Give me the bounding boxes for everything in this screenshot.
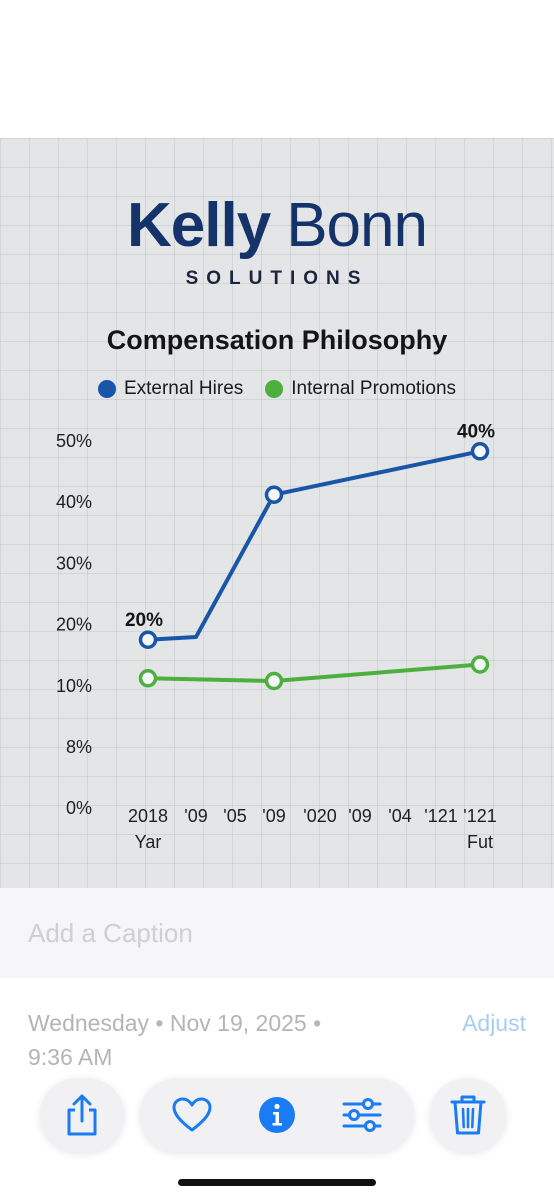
home-indicator [178, 1179, 376, 1186]
adjust-button[interactable]: Adjust [462, 1010, 526, 1036]
data-point [138, 669, 158, 688]
y-tick-label: 0% [66, 798, 92, 818]
y-tick-label: 8% [66, 737, 92, 757]
data-point [264, 671, 284, 691]
legend-dot-external [97, 380, 116, 398]
data-point [470, 442, 490, 461]
info-icon [258, 1097, 295, 1133]
brand-name-second: Bonn [286, 191, 428, 260]
x-tick-sublabel: Fut [467, 832, 493, 852]
photo-image: Kelly Bonn SOLUTIONS Compensation Philoso… [0, 138, 554, 888]
x-tick-label: '020 [303, 806, 336, 826]
share-button[interactable] [40, 1078, 124, 1152]
series-line-0 [146, 449, 482, 642]
data-label: 40% [457, 421, 495, 442]
legend-label-internal: Internal Promotions [291, 378, 457, 399]
y-tick-label: 30% [56, 553, 92, 573]
line-chart: 50% 40% 30% 20% 10% 8% 0% 2018 Yar '09 '05 '09 '020 '… [56, 421, 497, 852]
y-tick-label: 50% [56, 431, 92, 451]
brand-name-first: Kelly [126, 191, 271, 260]
x-tick-label: '121 [424, 806, 457, 826]
info-button[interactable] [251, 1089, 303, 1141]
x-tick-label: '121 [463, 806, 496, 826]
x-tick-label: '09 [262, 806, 285, 826]
caption-input[interactable] [28, 918, 508, 949]
sliders-icon [342, 1098, 382, 1132]
x-tick-label: '09 [184, 806, 207, 826]
y-tick-label: 40% [56, 492, 92, 512]
delete-button[interactable] [430, 1078, 506, 1152]
legend-item-internal: Internal Promotions [265, 378, 456, 400]
x-tick-label: 2018 [128, 806, 168, 826]
data-label: 20% [125, 610, 163, 631]
data-point [264, 485, 284, 504]
chart-title: Compensation Philosophy [106, 325, 448, 355]
trash-icon [450, 1095, 486, 1135]
brand-logo: Kelly Bonn [0, 190, 554, 261]
caption-area [0, 888, 554, 978]
brand-subtitle: SOLUTIONS [185, 268, 369, 289]
y-tick-label: 20% [56, 615, 92, 635]
photo-actions-toolbar [140, 1078, 414, 1152]
chart-legend: External Hires Internal Promotions [0, 378, 554, 400]
share-icon [67, 1094, 97, 1136]
legend-item-external: External Hires [97, 378, 244, 400]
series-line-1 [146, 662, 482, 683]
heart-icon [172, 1097, 212, 1132]
favorite-button[interactable] [166, 1089, 218, 1141]
x-tick-label: '09 [348, 806, 371, 826]
x-tick-label: '05 [223, 806, 246, 826]
photo-date: Wednesday • Nov 19, 2025 • [28, 1010, 322, 1036]
legend-label-external: External Hires [123, 378, 244, 399]
y-tick-label: 10% [56, 676, 92, 696]
edit-button[interactable] [336, 1089, 388, 1141]
x-tick-sublabel: Yar [135, 832, 162, 852]
data-point [138, 630, 158, 649]
data-point [470, 655, 490, 674]
x-tick-label: '04 [388, 806, 411, 826]
photo-time: 9:36 AM [28, 1044, 113, 1070]
legend-dot-internal [265, 380, 284, 398]
